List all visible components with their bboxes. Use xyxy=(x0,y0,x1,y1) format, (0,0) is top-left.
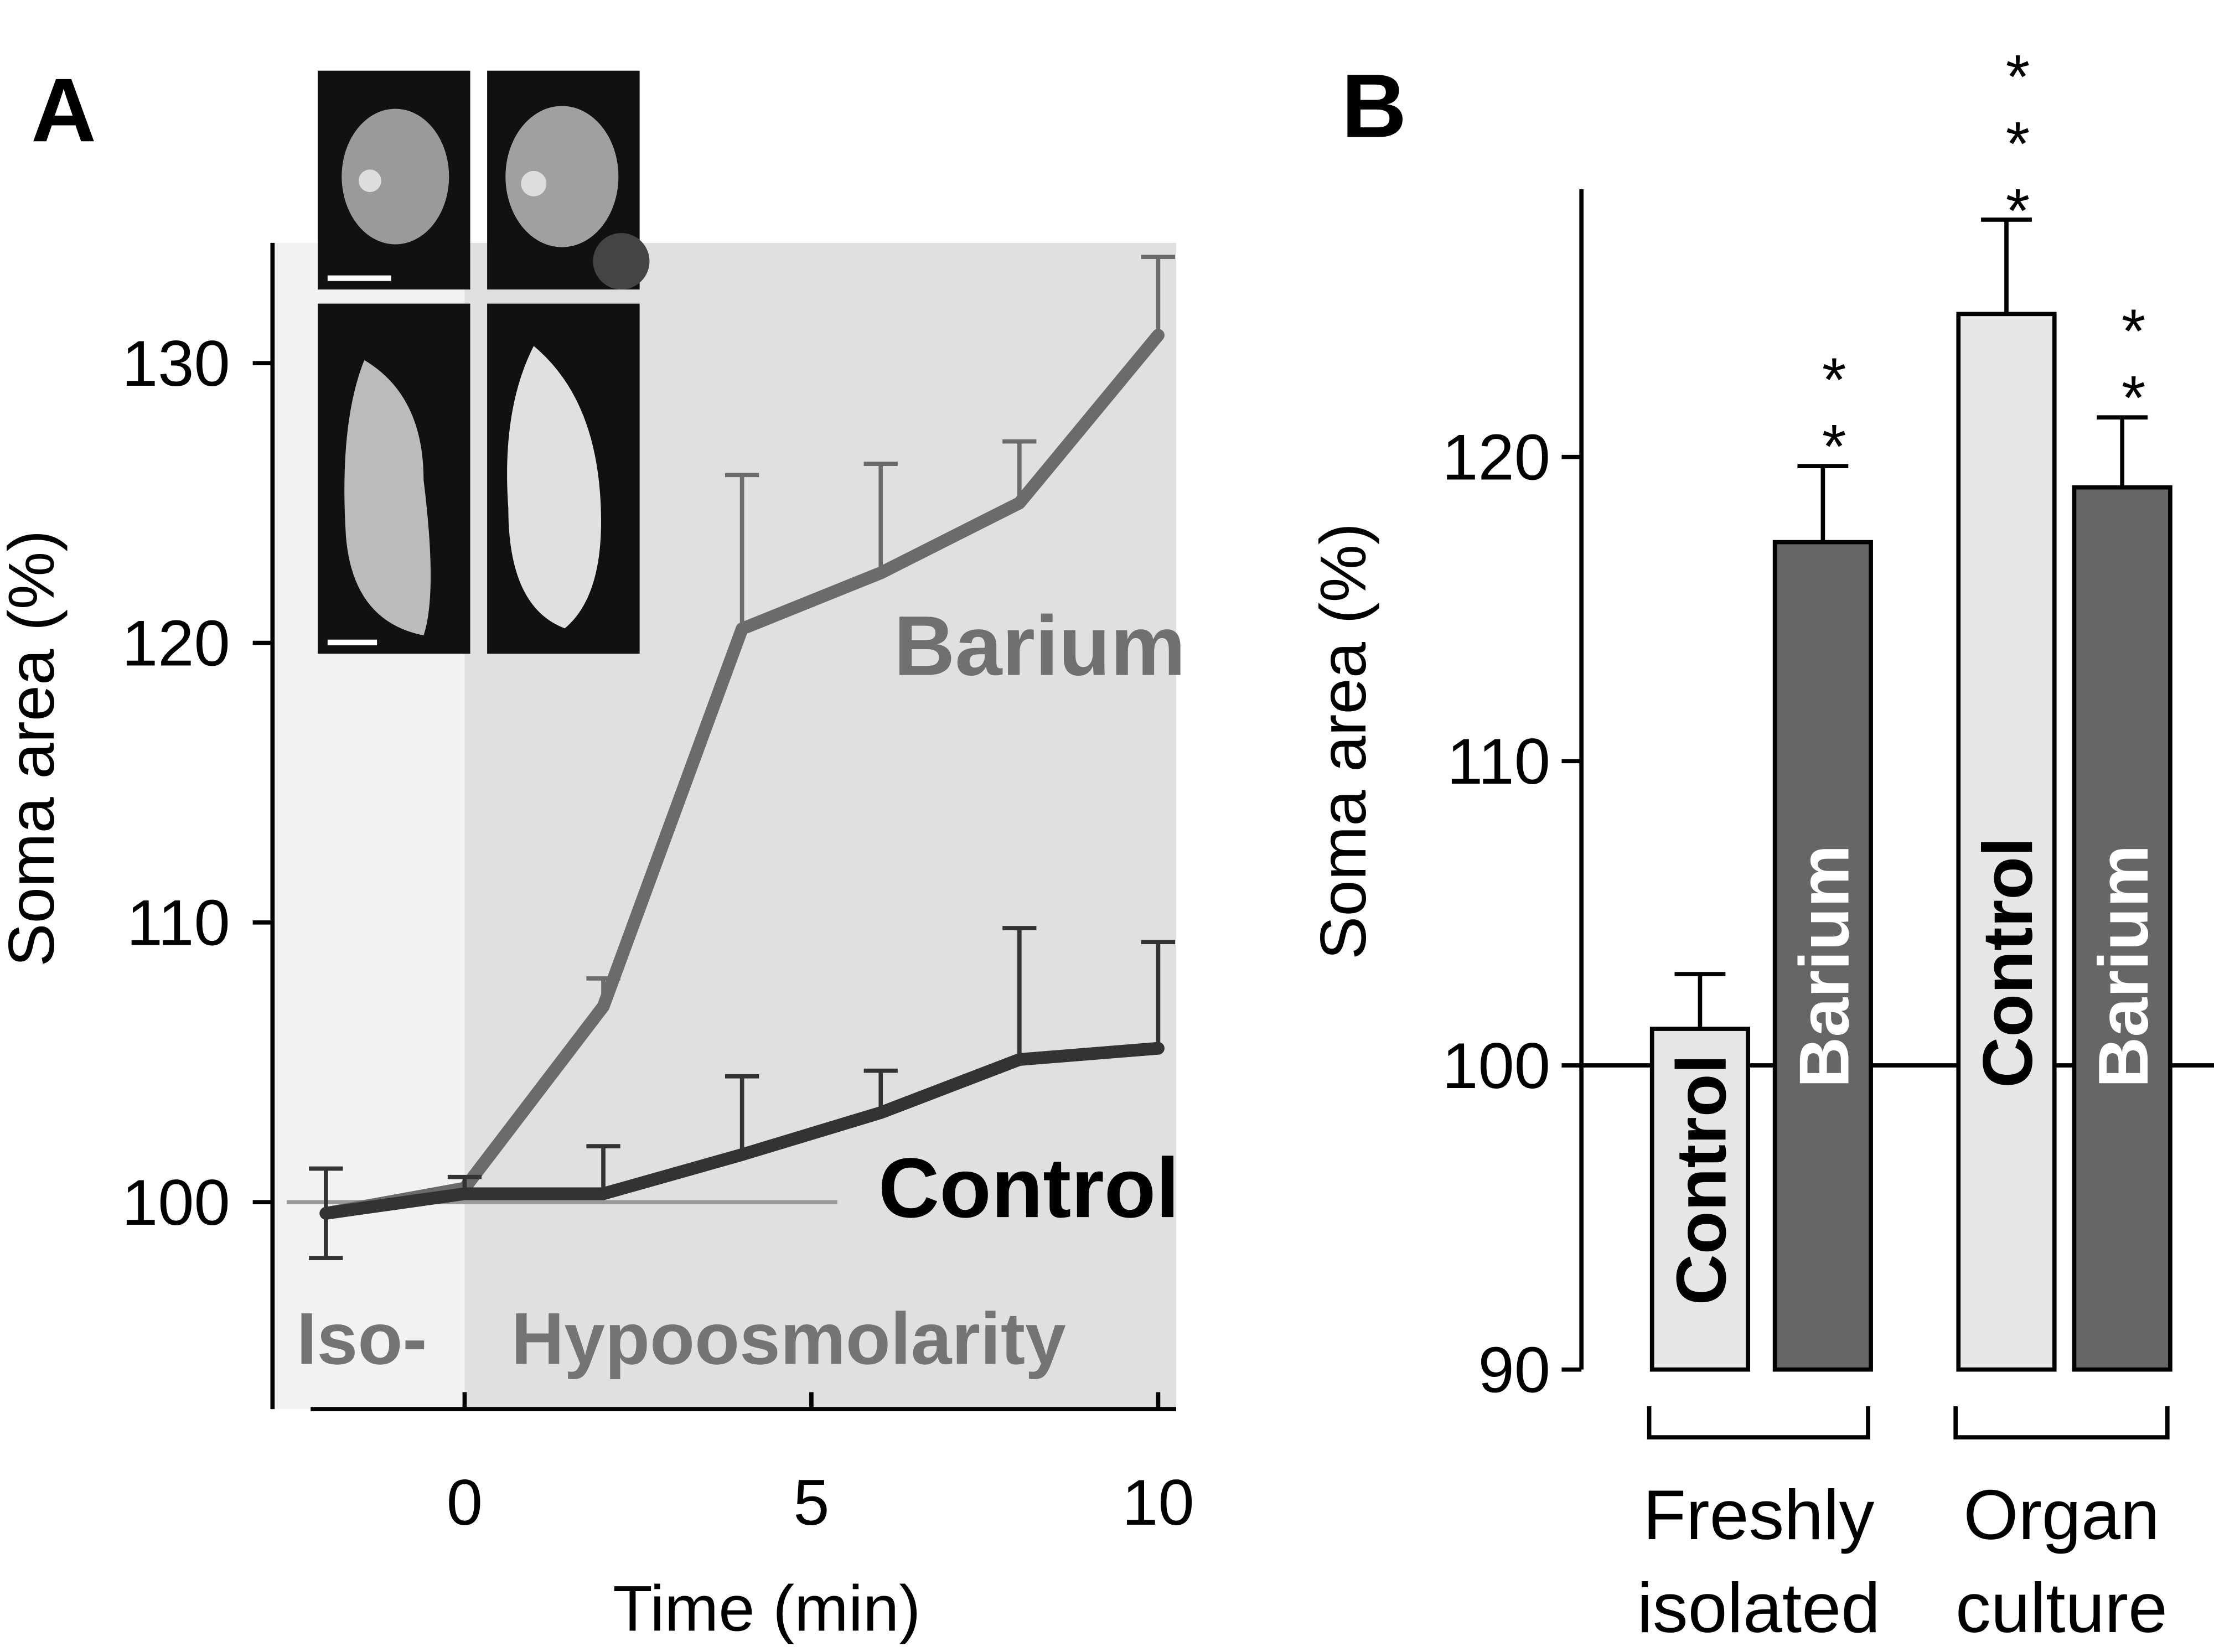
y-tick-label: 100 xyxy=(1442,1029,1550,1102)
bar-label: Control xyxy=(1969,837,2047,1087)
significance: *** xyxy=(1983,42,2052,243)
period-label: Iso- xyxy=(297,1298,427,1380)
group-label: culture xyxy=(1956,1569,2168,1648)
y-tick-label: 120 xyxy=(122,607,230,679)
x-axis-label: Time (min) xyxy=(613,1572,920,1645)
significance: ** xyxy=(2099,296,2169,430)
y-tick-label: 110 xyxy=(1447,725,1550,797)
cell xyxy=(593,233,650,290)
bar xyxy=(1649,1027,1750,1372)
y-tick-label: 110 xyxy=(127,887,230,959)
group-label: isolated xyxy=(1637,1569,1880,1648)
x-tick-label: 10 xyxy=(1122,1466,1194,1539)
y-tick-label: 130 xyxy=(122,327,230,400)
series-label: Barium xyxy=(894,599,1186,693)
y-axis-label: Soma area (%) xyxy=(1307,523,1379,960)
y-tick-label: 120 xyxy=(1442,421,1550,494)
y-axis-label: Soma area (%) xyxy=(0,530,68,967)
bar-label: Barium xyxy=(2084,845,2163,1087)
series-line xyxy=(319,1042,1165,1220)
y-tick-label: 90 xyxy=(1478,1333,1551,1406)
panel-label: A xyxy=(31,59,96,160)
inset-images xyxy=(317,70,650,654)
cell xyxy=(344,360,431,636)
significance: ** xyxy=(1799,345,1869,479)
group-bracket xyxy=(1953,1406,2170,1439)
cell xyxy=(342,108,449,245)
bar xyxy=(1956,312,2057,1372)
period-label: Hypoosmolarity xyxy=(511,1298,1066,1380)
bar-label: Barium xyxy=(1785,845,1864,1087)
group-label: Organ xyxy=(1963,1476,2160,1555)
x-tick-label: 5 xyxy=(793,1466,829,1539)
y-tick-label: 100 xyxy=(122,1166,230,1239)
cell xyxy=(507,346,602,629)
x-tick-label: 0 xyxy=(447,1466,483,1539)
cell xyxy=(505,106,619,247)
series-label: Control xyxy=(878,1141,1180,1235)
panel-label: B xyxy=(1341,55,1406,157)
cell-spot xyxy=(358,169,381,193)
group-label: Freshly xyxy=(1643,1476,1874,1555)
cell-spot xyxy=(521,170,547,196)
group-bracket xyxy=(1647,1406,1870,1439)
bar-label: Control xyxy=(1662,1054,1741,1305)
bar xyxy=(2072,485,2172,1372)
bar xyxy=(1772,540,1873,1372)
